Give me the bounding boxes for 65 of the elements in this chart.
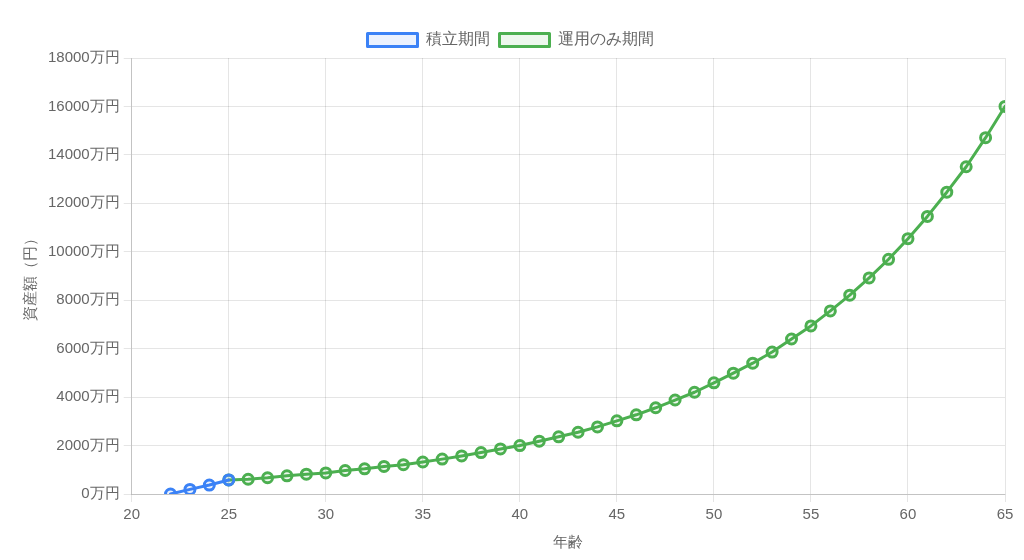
y-tick-label: 2000万円	[56, 435, 120, 453]
point	[746, 356, 760, 370]
point	[183, 482, 197, 494]
x-tick-label: 65	[996, 505, 1014, 523]
x-axis-title: 年齢	[553, 533, 584, 551]
y-tick-label: 16000万円	[47, 96, 120, 114]
point	[474, 446, 488, 460]
x-tick-label: 35	[414, 505, 432, 523]
y-axis-title: 資産額（円）	[21, 231, 39, 321]
legend-label: 運用のみ期間	[557, 30, 654, 48]
point	[280, 469, 294, 483]
point	[319, 466, 333, 480]
x-tick-label: 55	[802, 505, 820, 523]
point	[765, 345, 779, 359]
point	[299, 467, 313, 481]
x-tick-label: 25	[220, 505, 238, 523]
point	[959, 160, 973, 174]
point	[610, 414, 624, 428]
point	[532, 434, 546, 448]
point	[435, 452, 449, 466]
point	[590, 420, 604, 434]
y-tick-label: 12000万円	[47, 193, 120, 211]
y-tick-label: 10000万円	[47, 241, 120, 259]
point	[202, 478, 216, 492]
point	[843, 288, 857, 302]
x-tick-label: 40	[511, 505, 529, 523]
point	[377, 459, 391, 473]
y-tick-label: 0万円	[81, 484, 120, 502]
point	[493, 442, 507, 456]
point	[552, 430, 566, 444]
legend-label: 積立期間	[425, 30, 490, 48]
point	[823, 304, 837, 318]
point	[688, 385, 701, 399]
point	[455, 449, 469, 463]
y-tick-label: 6000万円	[56, 338, 120, 356]
point	[261, 471, 275, 485]
point	[416, 455, 430, 469]
point	[513, 439, 527, 453]
point	[571, 425, 585, 439]
point	[396, 458, 410, 472]
point	[804, 319, 818, 333]
point	[358, 462, 372, 476]
point	[241, 472, 255, 486]
point	[707, 376, 721, 390]
point	[882, 252, 896, 266]
point	[901, 232, 915, 246]
point	[338, 464, 352, 477]
point	[726, 366, 740, 380]
y-tick-label: 18000万円	[47, 48, 120, 66]
point	[920, 209, 934, 223]
point	[668, 393, 682, 407]
y-tick-label: 14000万円	[47, 145, 120, 163]
point	[629, 408, 643, 422]
x-tick-label: 30	[317, 505, 335, 523]
point	[940, 185, 954, 199]
point	[862, 271, 876, 285]
y-tick-label: 8000万円	[56, 290, 120, 308]
point	[649, 401, 663, 415]
point	[979, 131, 993, 145]
x-tick-label: 50	[705, 505, 723, 523]
x-tick-label: 45	[608, 505, 626, 523]
y-tick-label: 4000万円	[56, 387, 120, 405]
x-tick-label: 60	[899, 505, 917, 523]
x-tick-label: 20	[123, 505, 141, 523]
point	[785, 332, 799, 346]
